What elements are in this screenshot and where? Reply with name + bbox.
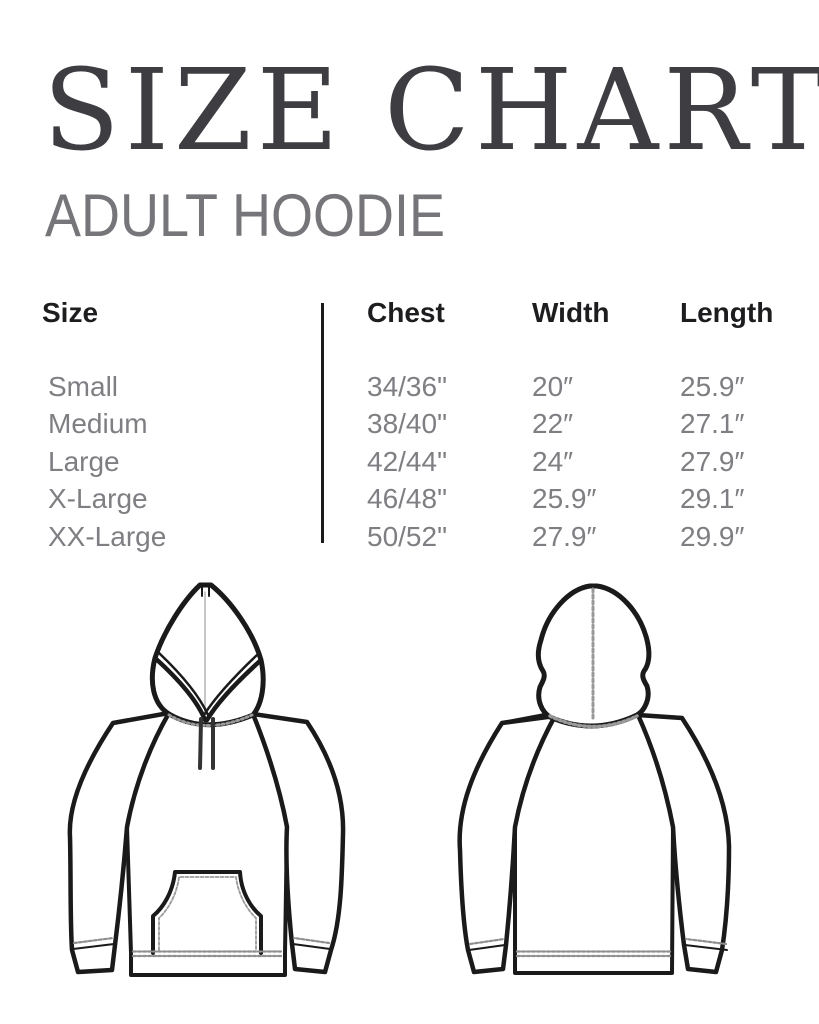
width-cell: 22″: [532, 408, 574, 440]
chest-cell: 46/48": [367, 483, 448, 515]
column-header-length: Length: [680, 297, 774, 328]
table-divider-line: [321, 303, 324, 543]
length-cell: 25.9″: [680, 371, 745, 402]
hoodie-front-illustration: [67, 582, 346, 977]
size-cell: XX-Large: [48, 520, 167, 552]
size-cell: Small: [48, 371, 119, 402]
chest-cell: 42/44": [367, 445, 448, 477]
size-cell: X-Large: [48, 483, 148, 515]
chest-cell: 38/40": [367, 408, 448, 440]
size-cell: Large: [48, 445, 120, 477]
right-cuff-stitch: [292, 936, 331, 945]
hoodie-front-left-sleeve: [67, 710, 172, 975]
length-cell: 29.9″: [680, 520, 745, 552]
hood-peak-notch: [201, 584, 210, 597]
hoodie-back-left-sleeve: [457, 713, 558, 975]
length-cell: 27.9″: [680, 445, 745, 477]
hoodie-front-right-sleeve: [250, 711, 346, 975]
hood-rim-left: [152, 655, 208, 723]
hoodie-back-illustration: [457, 583, 732, 975]
table-row: Large 42/44" 24″ 27.9″: [42, 443, 792, 480]
back-right-cuff-line: [684, 944, 728, 951]
size-cell: Medium: [48, 408, 148, 440]
width-cell: 24″: [532, 445, 574, 477]
page-title: SIZE CHART: [43, 46, 819, 176]
size-table-body: Small 34/36" 20″ 25.9″ Medium 38/40" 22″…: [42, 368, 792, 555]
length-cell: 27.1″: [680, 408, 745, 440]
width-cell: 20″: [532, 371, 574, 402]
column-header-size: Size: [42, 297, 99, 328]
collar-stitch: [167, 713, 254, 727]
table-row: X-Large 46/48" 25.9″ 29.1″: [42, 480, 792, 517]
back-left-cuff-line: [468, 944, 506, 951]
width-cell: 27.9″: [532, 520, 597, 552]
size-table-header: Size Chest Width Length: [42, 293, 792, 333]
hood-rim-right: [204, 657, 264, 723]
kangaroo-pocket: [151, 870, 263, 955]
column-header-width: Width: [532, 297, 610, 328]
table-row: Small 34/36" 20″ 25.9″: [42, 368, 792, 405]
length-cell: 29.1″: [680, 483, 745, 515]
column-header-chest: Chest: [367, 297, 445, 328]
kangaroo-pocket-fill: [153, 872, 261, 953]
chest-cell: 34/36": [367, 371, 448, 402]
hoodie-back-right-sleeve: [635, 712, 732, 975]
neckline-stitch: [548, 714, 639, 729]
back-right-cuff-stitch: [684, 937, 728, 946]
back-left-cuff-stitch: [468, 937, 506, 946]
kangaroo-pocket-stitch: [158, 876, 257, 951]
table-row: XX-Large 50/52" 27.9″ 29.9″: [42, 518, 792, 555]
hood-rim-right-inner: [202, 653, 259, 717]
hood-rim-left-inner: [157, 651, 210, 717]
width-cell: 25.9″: [532, 483, 597, 515]
page-subtitle: ADULT HOODIE: [45, 182, 446, 249]
table-row: Medium 38/40" 22″ 27.1″: [42, 405, 792, 442]
left-cuff-stitch: [72, 936, 115, 945]
right-cuff-line: [292, 943, 331, 950]
left-cuff-line: [72, 943, 115, 950]
hoodie-front-hood: [149, 582, 266, 728]
drawstring-left: [198, 717, 203, 770]
chest-cell: 50/52": [367, 520, 448, 552]
